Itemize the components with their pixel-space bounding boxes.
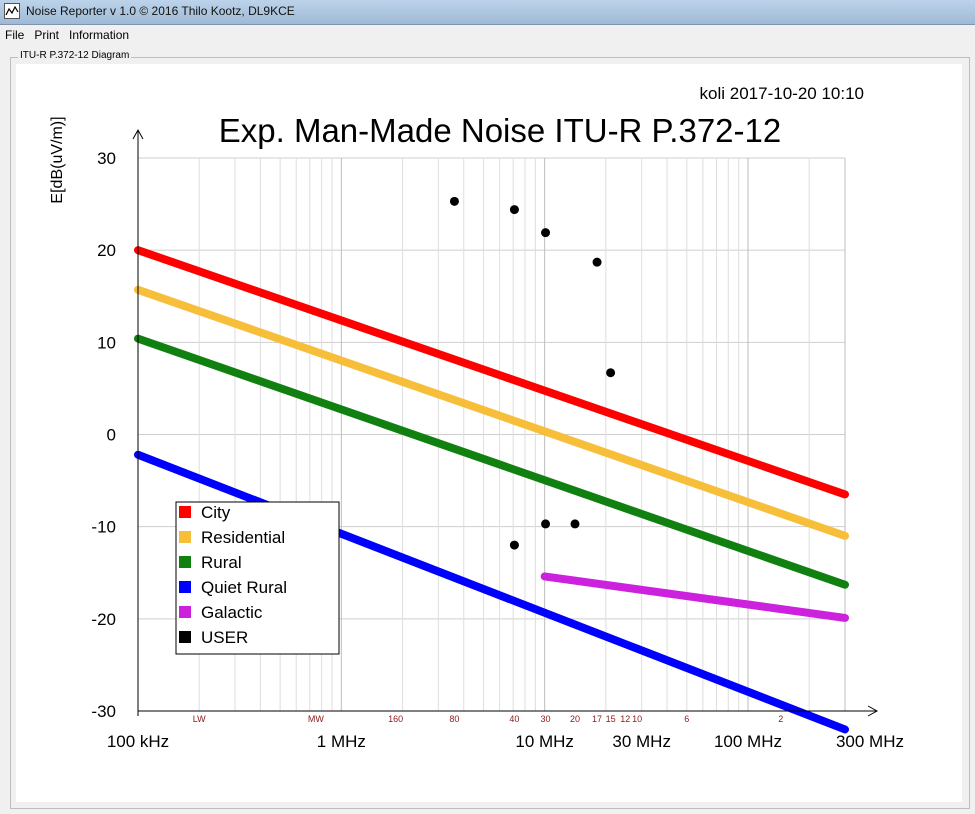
series-line-city (134, 246, 849, 499)
legend-label: Rural (201, 553, 242, 572)
band-label: 12 (620, 714, 630, 724)
band-label: 160 (388, 714, 403, 724)
y-axis-arrow (132, 128, 144, 140)
y-axis-title: E[dB(uV/m)] (49, 116, 66, 203)
legend-label: City (201, 503, 231, 522)
x-tick-label: 300 MHz (836, 732, 904, 751)
chart-labels: 30 20 10 0 -10 -20 -30 100 kHz 1 MHz 10 MHz 30 MHz… (91, 149, 904, 751)
x-tick-label: 100 kHz (107, 732, 169, 751)
band-label: 30 (541, 714, 551, 724)
band-label: 2 (778, 714, 783, 724)
band-label: LW (193, 714, 206, 724)
y-tick-label: 0 (107, 426, 116, 445)
legend-box (175, 501, 340, 655)
chart-panel (16, 64, 962, 802)
series-line-galactic (540, 572, 849, 622)
user-point (509, 540, 519, 550)
y-tick-label: 10 (97, 333, 116, 352)
y-tick-label: -10 (91, 518, 116, 537)
series-line-rural (134, 334, 849, 589)
chart-axes (132, 128, 879, 717)
x-tick-label: 1 MHz (317, 732, 366, 751)
menu-print[interactable]: Print (34, 28, 60, 42)
window-title: Noise Reporter v 1.0 © 2016 Thilo Kootz,… (26, 4, 295, 18)
user-point (570, 519, 580, 529)
legend-swatch (179, 631, 191, 643)
y-tick-label: -30 (91, 702, 116, 721)
legend-swatch (179, 531, 191, 543)
timestamp-label: koli 2017-10-20 10:10 (700, 84, 864, 103)
legend-label: Galactic (201, 603, 263, 622)
x-tick-label: 30 MHz (612, 732, 671, 751)
series-line-quiet-rural (134, 450, 849, 734)
user-point (606, 368, 616, 378)
band-label: 10 (632, 714, 642, 724)
legend-label: Quiet Rural (201, 578, 287, 597)
series-line-residential (134, 285, 849, 540)
chart-title: Exp. Man-Made Noise ITU-R P.372-12 (219, 112, 781, 149)
band-label: 17 (592, 714, 602, 724)
user-point (541, 519, 551, 529)
band-label: MW (308, 714, 324, 724)
band-label: 20 (570, 714, 580, 724)
y-tick-label: 20 (97, 241, 116, 260)
x-axis-arrow (867, 705, 879, 717)
y-tick-label: 30 (97, 149, 116, 168)
legend-swatch (179, 581, 191, 593)
legend: City Residential Rural Quiet Rural Galactic U… (175, 501, 340, 655)
app-icon (4, 3, 20, 19)
user-point (592, 257, 602, 267)
x-tick-label: 10 MHz (515, 732, 574, 751)
chart-grid (137, 157, 846, 711)
band-label: 40 (509, 714, 519, 724)
x-tick-label: 100 MHz (714, 732, 782, 751)
legend-swatch (179, 556, 191, 568)
menu-file[interactable]: File (5, 28, 25, 42)
user-point (449, 196, 459, 206)
diagram-group-label: ITU-R P.372-12 Diagram (18, 50, 132, 61)
chart-series (134, 196, 849, 734)
y-tick-label: -20 (91, 610, 116, 629)
legend-swatch (179, 506, 191, 518)
legend-swatch (179, 606, 191, 618)
menu-information[interactable]: Information (69, 28, 130, 42)
user-point (509, 205, 519, 215)
user-point (541, 228, 551, 238)
band-label: 80 (449, 714, 459, 724)
diagram-group (10, 57, 970, 809)
band-label: 6 (684, 714, 689, 724)
legend-label: USER (201, 628, 248, 647)
menu-bar: File Print Information (0, 25, 975, 45)
band-label: 15 (606, 714, 616, 724)
title-bar[interactable]: Noise Reporter v 1.0 © 2016 Thilo Kootz,… (0, 0, 975, 25)
legend-label: Residential (201, 528, 285, 547)
